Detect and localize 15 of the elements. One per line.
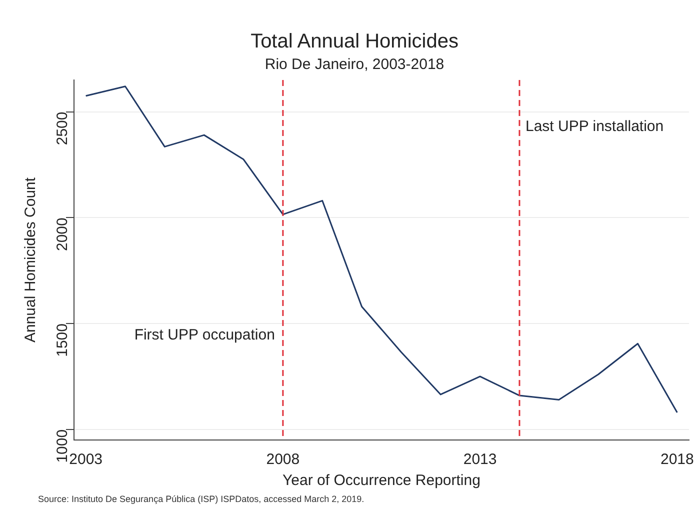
ref-line-label: First UPP occupation [134, 326, 275, 344]
y-tick-label: 1000 [54, 429, 72, 463]
chart-title: Total Annual Homicides [250, 30, 458, 53]
x-tick-label: 2018 [660, 451, 694, 468]
y-tick-label: 2000 [54, 218, 72, 252]
y-tick-label: 2500 [54, 112, 72, 146]
x-axis-title: Year of Occurrence Reporting [282, 472, 480, 490]
x-tick-label: 2003 [69, 451, 103, 468]
y-axis-title: Annual Homicides Count [22, 176, 40, 343]
y-tick-label: 1500 [54, 324, 72, 357]
chart-subtitle: Rio De Janeiro, 2003-2018 [264, 56, 444, 74]
source-note: Source: Instituto De Segurança Pública (ISP) ISPDatos, accessed March 2, 2019. [38, 494, 364, 504]
x-tick-label: 2008 [266, 451, 300, 468]
x-tick-label: 2013 [463, 451, 497, 468]
ref-line-label: Last UPP installation [525, 118, 664, 135]
